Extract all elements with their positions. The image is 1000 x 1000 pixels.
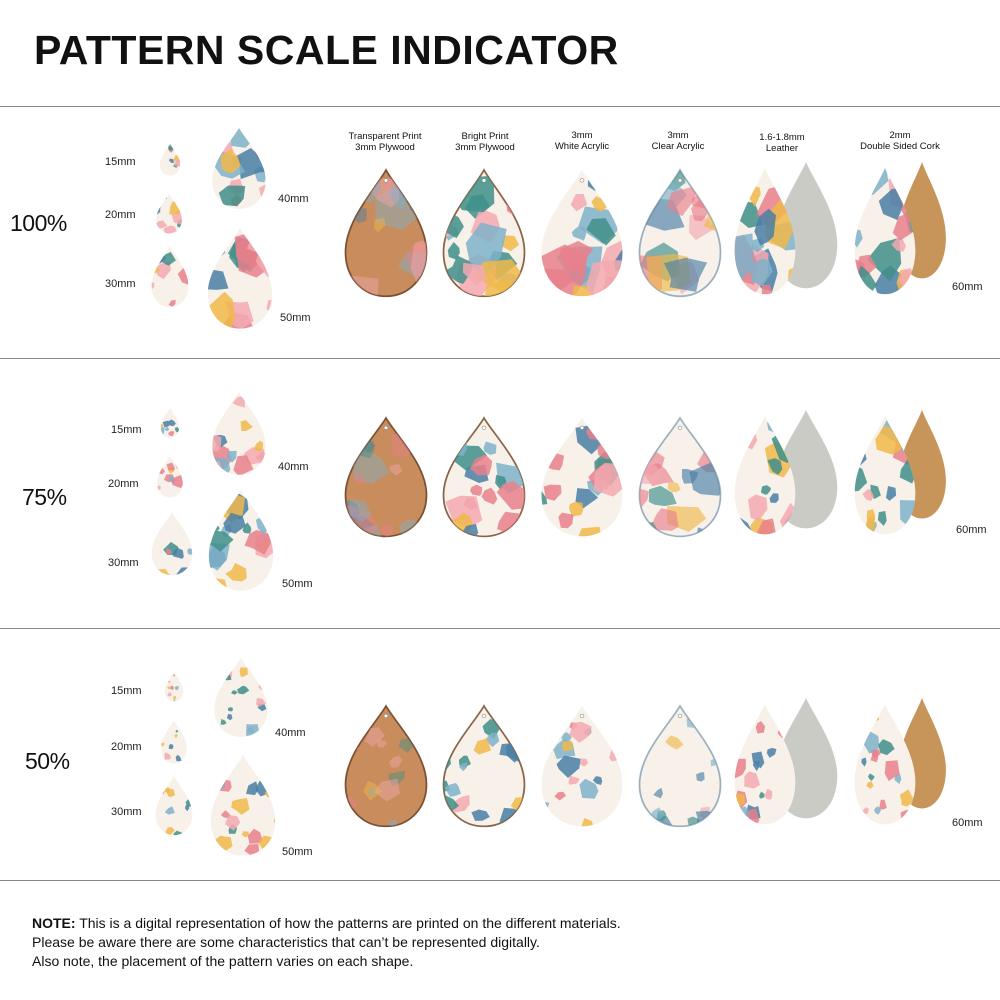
white-acrylic-teardrop-icon xyxy=(541,706,623,827)
disclaimer-note: NOTE: This is a digital representation o… xyxy=(32,914,621,971)
scale-label: 75% xyxy=(22,484,67,510)
large-teardrop-icon xyxy=(214,658,268,737)
clear-acrylic-teardrop-icon xyxy=(638,168,722,298)
small-teardrop-icon xyxy=(157,456,183,498)
size-label-20: 20mm xyxy=(105,209,136,221)
small-teardrop-icon xyxy=(151,512,193,576)
small-teardrop-icon xyxy=(160,408,180,438)
large-teardrop-icon xyxy=(212,128,266,209)
cork-teardrop-icon xyxy=(854,416,916,535)
white-acrylic-teardrop-icon xyxy=(541,418,623,537)
large-teardrop-icon xyxy=(212,392,266,475)
size-label-60: 60mm xyxy=(952,817,983,829)
size-label-60: 60mm xyxy=(956,524,987,536)
large-teardrop-icon xyxy=(210,755,276,856)
size-label-50: 50mm xyxy=(282,578,313,590)
leather-teardrop-icon xyxy=(734,704,796,825)
small-teardrop-icon xyxy=(151,246,189,308)
plywood-transparent-teardrop-icon xyxy=(344,704,428,828)
divider-top xyxy=(0,106,1000,107)
note-bold-label: NOTE: xyxy=(32,915,76,931)
size-label-40: 40mm xyxy=(275,727,306,739)
note-line-1: NOTE: This is a digital representation o… xyxy=(32,914,621,933)
size-label-50: 50mm xyxy=(282,846,313,858)
clear-acrylic-teardrop-icon xyxy=(638,704,722,828)
plywood-bright-teardrop-icon xyxy=(442,416,526,538)
size-label-15: 15mm xyxy=(111,685,142,697)
small-teardrop-icon xyxy=(159,144,181,176)
clear-acrylic-teardrop-icon xyxy=(638,416,722,538)
cork-teardrop-icon xyxy=(854,168,916,295)
size-label-40: 40mm xyxy=(278,193,309,205)
note-line-2: Please be aware there are some character… xyxy=(32,934,540,950)
divider-2 xyxy=(0,628,1000,629)
size-label-30: 30mm xyxy=(108,557,139,569)
size-label-50: 50mm xyxy=(280,312,311,324)
size-label-60: 60mm xyxy=(952,281,983,293)
white-acrylic-teardrop-icon xyxy=(541,170,623,297)
plywood-transparent-teardrop-icon xyxy=(344,416,428,538)
material-label-white-acrylic: 3mm White Acrylic xyxy=(554,130,610,152)
leather-teardrop-icon xyxy=(734,416,796,535)
cork-teardrop-icon xyxy=(854,704,916,825)
divider-bottom xyxy=(0,880,1000,881)
leather-teardrop-icon xyxy=(734,168,796,295)
note-line-3: Also note, the placement of the pattern … xyxy=(32,953,414,969)
note-text-1: This is a digital representation of how … xyxy=(75,915,621,931)
material-label-leather: 1.6-1.8mm Leather xyxy=(759,132,805,154)
large-teardrop-icon xyxy=(207,228,273,329)
plywood-transparent-teardrop-icon xyxy=(344,168,428,298)
large-teardrop-icon xyxy=(208,490,274,591)
material-label-bright-plywood: Bright Print 3mm Plywood xyxy=(455,131,515,153)
small-teardrop-icon xyxy=(164,672,184,702)
size-label-15: 15mm xyxy=(105,156,136,168)
scale-label: 100% xyxy=(10,210,67,236)
size-label-30: 30mm xyxy=(111,806,142,818)
size-label-20: 20mm xyxy=(111,741,142,753)
material-label-clear-acrylic: 3mm Clear Acrylic xyxy=(651,130,705,152)
size-label-15: 15mm xyxy=(111,424,142,436)
plywood-bright-teardrop-icon xyxy=(442,168,526,298)
small-teardrop-icon xyxy=(155,776,193,836)
plywood-bright-teardrop-icon xyxy=(442,704,526,828)
scale-label: 50% xyxy=(25,748,70,774)
divider-1 xyxy=(0,358,1000,359)
small-teardrop-icon xyxy=(161,720,187,764)
material-label-cork: 2mm Double Sided Cork xyxy=(860,130,940,152)
page-title: PATTERN SCALE INDICATOR xyxy=(34,27,619,73)
size-label-20: 20mm xyxy=(108,478,139,490)
size-label-40: 40mm xyxy=(278,461,309,473)
small-teardrop-icon xyxy=(156,194,182,234)
size-label-30: 30mm xyxy=(105,278,136,290)
material-label-transparent-plywood: Transparent Print 3mm Plywood xyxy=(348,131,422,153)
